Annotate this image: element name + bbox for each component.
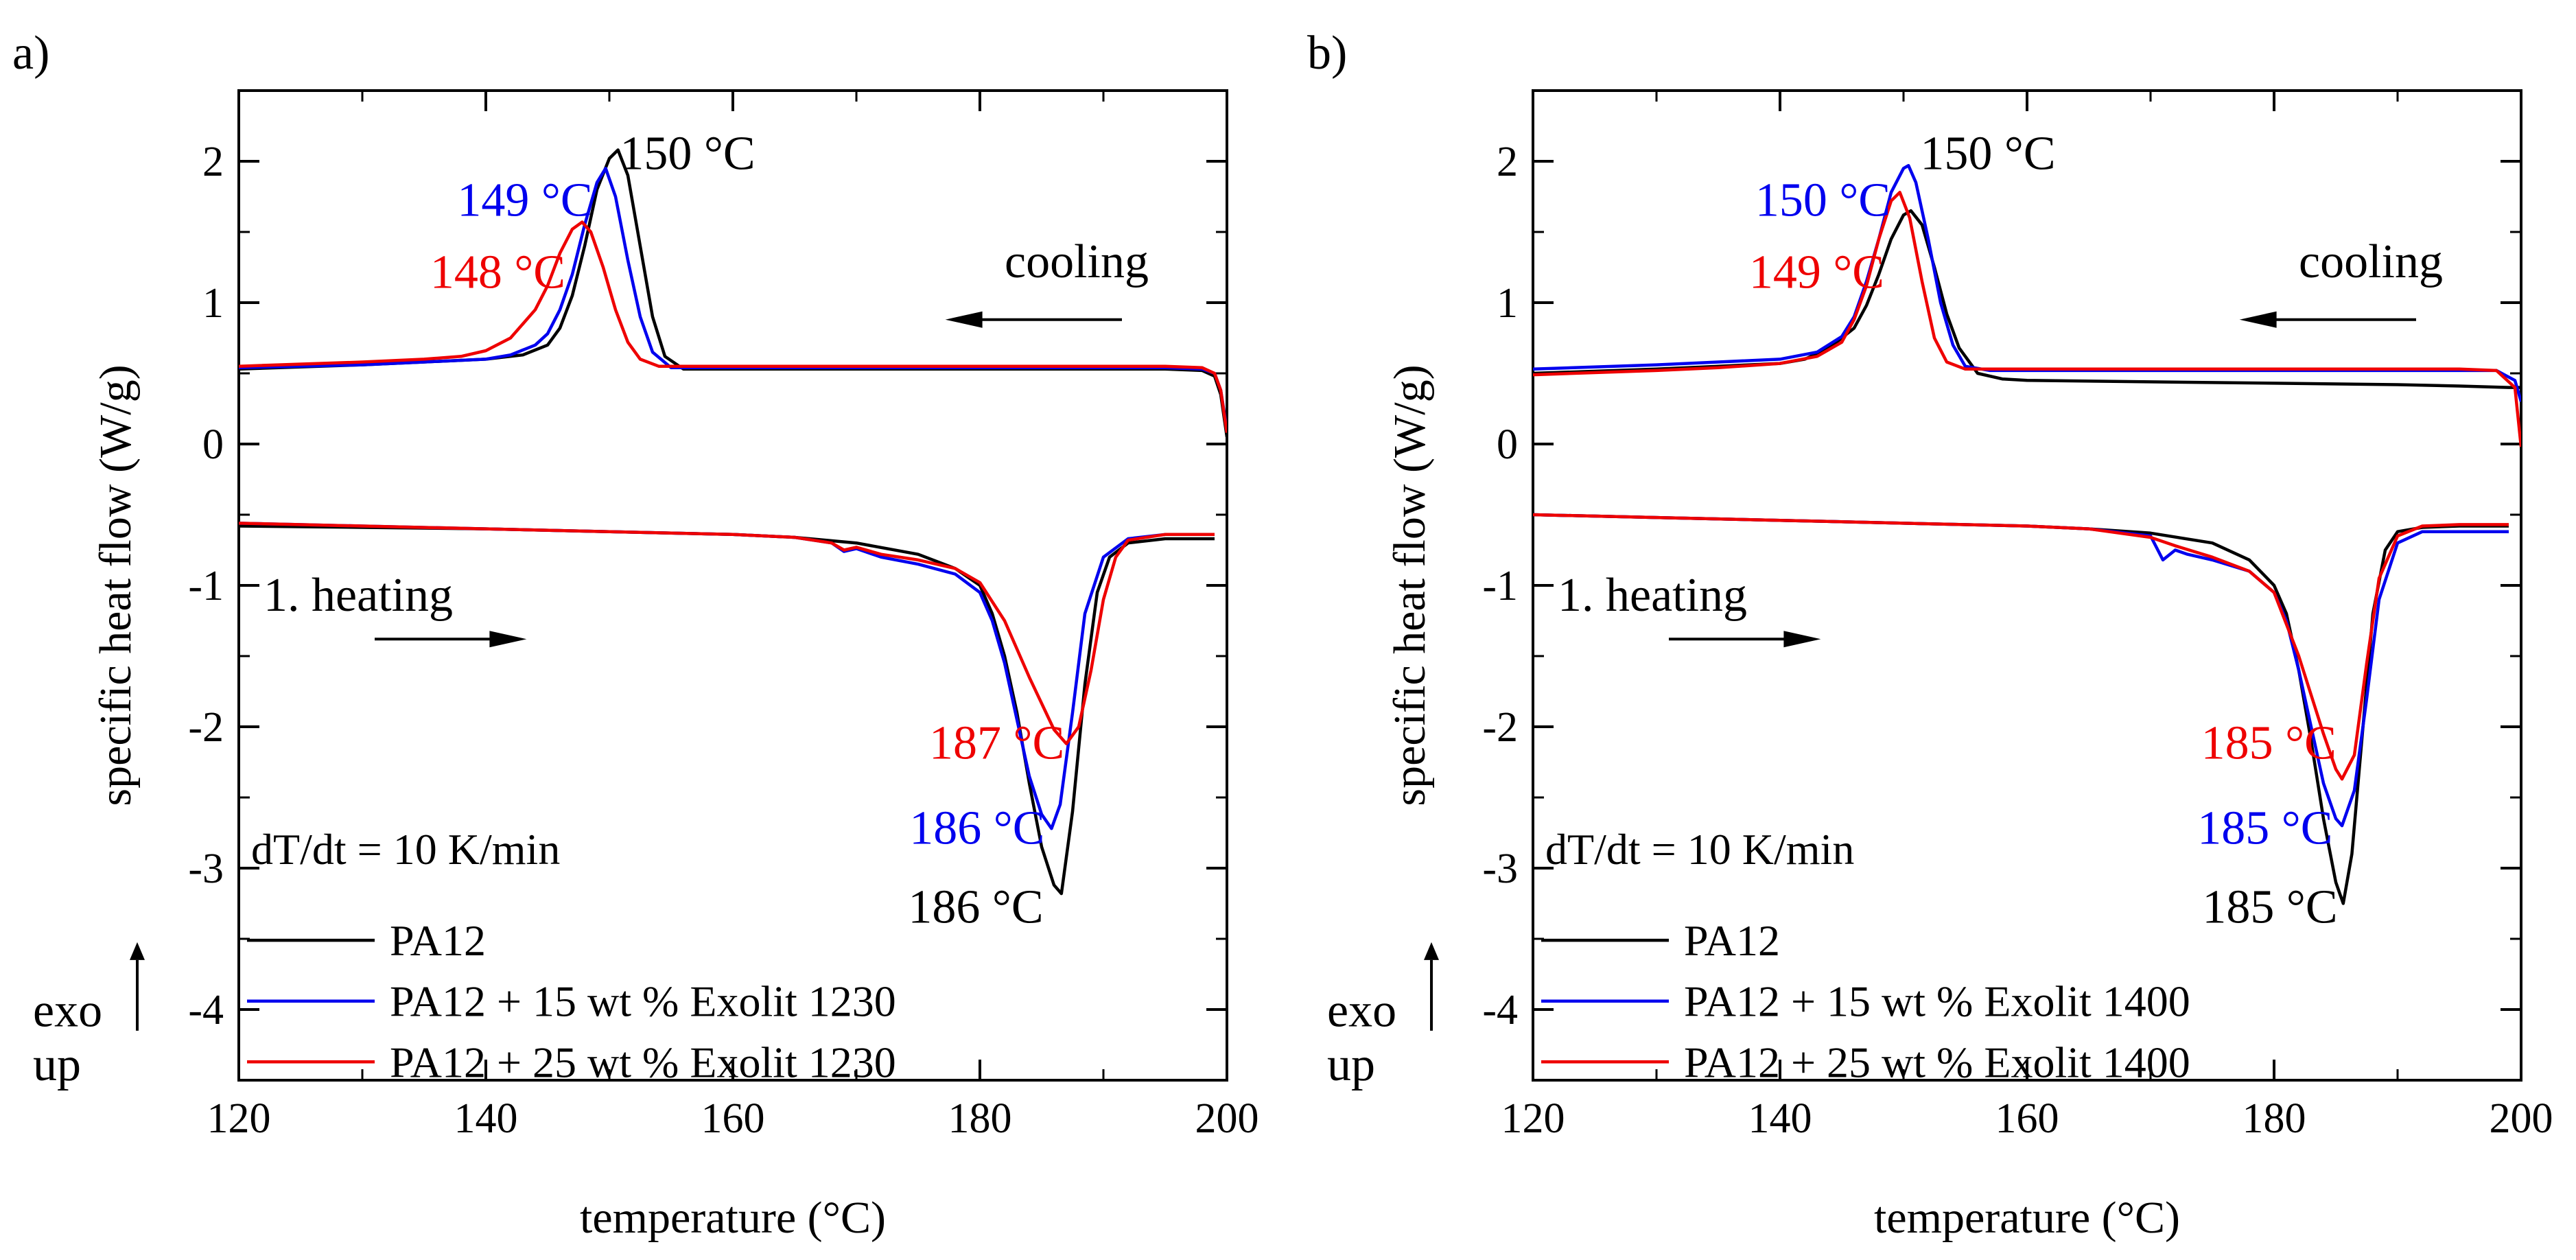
x-axis-title: temperature (°C) [580,1193,886,1243]
y-tick-label: -2 [1482,704,1518,751]
panel-b: b) 120 140 160 180 200 -4 -3 -2 -1 0 1 2 temperature … [1307,27,2553,1243]
y-axis-title: specific heat flow (W/g) [91,364,141,806]
x-tick-label: 200 [2490,1095,2553,1142]
peak-annotation: 185 °C [2197,802,2332,854]
series-heating-line-1 [1533,513,2509,828]
y-tick-label: -2 [188,704,224,751]
y-tick-label: 2 [1497,139,1518,185]
x-tick-label: 160 [701,1095,765,1142]
series-cooling-line-0 [239,148,1227,438]
y-tick-label: 2 [202,139,224,185]
peak-annotation: 185 °C [2201,717,2337,770]
peak-annotation: 186 °C [909,802,1044,854]
y-tick-label: -4 [1482,987,1518,1034]
y-axis-title: specific heat flow (W/g) [1385,364,1435,806]
peak-annotation: 187 °C [929,717,1064,770]
x-tick-label: 140 [1748,1095,1812,1142]
series-heating-line-2 [1533,513,2509,781]
y-tick-label: -3 [1482,845,1518,892]
x-tick-label: 120 [1501,1095,1565,1142]
up-label: up [1327,1038,1375,1091]
cooling-arrow-head [2239,311,2277,328]
x-tick-label: 180 [2243,1095,2306,1142]
peak-annotation: 149 °C [1749,246,1884,299]
peak-annotation: 186 °C [908,881,1043,934]
y-tick-label: -1 [1482,563,1518,609]
legend-entry: PA12 + 15 wt % Exolit 1400 [1684,977,2190,1026]
exo-label: exo [33,985,102,1038]
y-tick-label: -4 [188,987,224,1034]
y-tick-label: 0 [1497,421,1518,468]
legend-entry: PA12 [390,916,486,965]
legend-header: dT/dt = 10 K/min [251,825,560,874]
panel-label: b) [1307,27,1347,80]
x-tick-label: 180 [948,1095,1012,1142]
series-cooling-line-2 [1533,191,2521,447]
up-label: up [33,1038,81,1091]
cooling-arrow-head [945,311,983,328]
legend-entry: PA12 + 25 wt % Exolit 1400 [1684,1038,2190,1086]
heating-label: 1. heating [264,569,453,622]
cooling-label: cooling [1005,235,1149,288]
y-tick-label: 1 [202,280,224,327]
peak-annotation: 150 °C [620,128,755,180]
heating-label: 1. heating [1558,569,1747,622]
exo-label: exo [1327,985,1396,1038]
cooling-label: cooling [2299,235,2443,288]
exo-arrow-head [130,942,145,960]
x-tick-label: 120 [207,1095,271,1142]
legend-entry: PA12 + 25 wt % Exolit 1230 [390,1038,896,1086]
panel-label: a) [12,27,49,80]
x-tick-label: 140 [454,1095,518,1142]
y-tick-label: 0 [202,421,224,468]
peak-annotation: 150 °C [1755,174,1890,227]
panel-a: a) 120 140 160 180 200 -4 -3 -2 -1 0 1 2 temperature … [12,27,1259,1243]
y-tick-label: 1 [1497,280,1518,327]
heating-arrow-head [1783,631,1821,648]
heating-arrow-head [489,631,527,648]
legend-entry: PA12 [1684,916,1780,965]
legend-entry: PA12 + 15 wt % Exolit 1230 [390,977,896,1026]
y-tick-label: -3 [188,845,224,892]
series-cooling-line-2 [239,220,1227,433]
peak-annotation: 148 °C [430,246,565,299]
series-heating-line-2 [239,522,1215,745]
peak-annotation: 150 °C [1920,128,2055,180]
x-tick-label: 200 [1195,1095,1259,1142]
y-tick-label: -1 [188,563,224,609]
x-axis-title: temperature (°C) [1874,1193,2180,1243]
peak-annotation: 149 °C [457,174,592,227]
exo-arrow-head [1424,942,1439,960]
series-cooling-line-1 [239,167,1227,430]
x-tick-label: 160 [1995,1095,2059,1142]
peak-annotation: 185 °C [2202,881,2337,934]
legend-header: dT/dt = 10 K/min [1545,825,1854,874]
